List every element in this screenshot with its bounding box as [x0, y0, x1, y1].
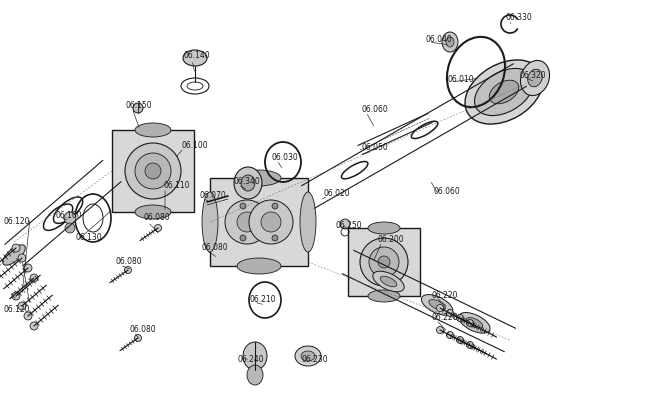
Text: 06.100: 06.100: [182, 140, 208, 150]
Circle shape: [133, 103, 143, 113]
Ellipse shape: [465, 60, 543, 124]
Text: 06.340: 06.340: [234, 178, 261, 186]
Circle shape: [18, 302, 26, 310]
Text: 06.200: 06.200: [378, 236, 405, 244]
Ellipse shape: [380, 276, 397, 287]
Ellipse shape: [234, 167, 262, 199]
Circle shape: [154, 224, 161, 232]
Circle shape: [261, 212, 281, 232]
Circle shape: [24, 264, 32, 272]
Circle shape: [340, 219, 350, 229]
Circle shape: [456, 314, 464, 322]
Circle shape: [135, 153, 171, 189]
Ellipse shape: [300, 192, 316, 252]
Text: 06.010: 06.010: [447, 76, 474, 84]
Bar: [210, 178, 308, 266]
Ellipse shape: [3, 245, 25, 265]
Circle shape: [145, 163, 161, 179]
Circle shape: [240, 203, 246, 209]
Circle shape: [18, 254, 26, 262]
Circle shape: [437, 326, 443, 334]
Circle shape: [437, 304, 443, 312]
Circle shape: [30, 274, 38, 282]
Circle shape: [360, 238, 408, 286]
Text: 06.140: 06.140: [183, 50, 210, 60]
Text: 06.080: 06.080: [144, 214, 171, 222]
Circle shape: [65, 223, 75, 233]
Circle shape: [135, 334, 141, 342]
Ellipse shape: [459, 312, 490, 333]
Circle shape: [447, 310, 454, 316]
Circle shape: [12, 292, 20, 300]
Text: 06.110: 06.110: [163, 180, 189, 190]
Ellipse shape: [295, 346, 321, 366]
Text: 06.040: 06.040: [425, 36, 452, 44]
Ellipse shape: [237, 258, 281, 274]
Bar: [112, 130, 194, 212]
Circle shape: [64, 212, 76, 224]
Circle shape: [369, 247, 399, 277]
Ellipse shape: [135, 205, 171, 219]
Text: 06.220: 06.220: [432, 290, 458, 300]
Ellipse shape: [490, 80, 519, 104]
Text: 06.080: 06.080: [116, 258, 143, 266]
Circle shape: [125, 143, 181, 199]
Circle shape: [249, 200, 293, 244]
Text: 06.130: 06.130: [75, 234, 102, 242]
Circle shape: [225, 200, 269, 244]
Ellipse shape: [466, 318, 482, 328]
Circle shape: [467, 342, 473, 348]
Circle shape: [237, 212, 257, 232]
Text: 06.080: 06.080: [202, 244, 229, 252]
Ellipse shape: [368, 290, 400, 302]
Text: 06.020: 06.020: [324, 190, 351, 198]
Ellipse shape: [421, 294, 453, 315]
Text: 06.320: 06.320: [520, 70, 547, 80]
Text: 06.120: 06.120: [4, 218, 31, 226]
Ellipse shape: [237, 170, 281, 186]
Text: 06.250: 06.250: [336, 220, 363, 230]
Ellipse shape: [528, 69, 542, 87]
Circle shape: [124, 266, 132, 274]
Ellipse shape: [429, 300, 445, 310]
Circle shape: [30, 322, 38, 330]
Ellipse shape: [135, 123, 171, 137]
Text: 06.060: 06.060: [362, 106, 389, 114]
Bar: [348, 228, 420, 296]
Ellipse shape: [243, 342, 267, 370]
Ellipse shape: [446, 37, 454, 47]
Text: 06.240: 06.240: [238, 356, 264, 364]
Text: 06.070: 06.070: [199, 192, 226, 200]
Circle shape: [24, 312, 32, 320]
Circle shape: [272, 235, 278, 241]
Circle shape: [12, 244, 20, 252]
Ellipse shape: [301, 351, 315, 361]
Circle shape: [272, 203, 278, 209]
Text: 06.080: 06.080: [130, 326, 157, 334]
Text: 06.160: 06.160: [56, 210, 83, 220]
Text: 06.030: 06.030: [272, 154, 299, 162]
Circle shape: [456, 336, 464, 344]
Text: 06.060: 06.060: [434, 188, 461, 196]
Ellipse shape: [241, 175, 255, 191]
Ellipse shape: [521, 60, 549, 96]
Text: 06.220: 06.220: [432, 314, 458, 322]
Ellipse shape: [247, 365, 263, 385]
Text: 06.120: 06.120: [4, 306, 31, 314]
Circle shape: [467, 320, 473, 326]
Ellipse shape: [368, 222, 400, 234]
Text: 06.210: 06.210: [250, 296, 277, 304]
Text: 06.330: 06.330: [505, 14, 532, 22]
Ellipse shape: [475, 68, 533, 116]
Text: 06.230: 06.230: [302, 356, 329, 364]
Ellipse shape: [442, 32, 458, 52]
Ellipse shape: [183, 50, 207, 66]
Text: 06.150: 06.150: [126, 100, 152, 110]
Circle shape: [240, 235, 246, 241]
Circle shape: [378, 256, 390, 268]
Text: 06.050: 06.050: [362, 144, 389, 152]
Ellipse shape: [202, 192, 218, 252]
Circle shape: [447, 332, 454, 338]
Ellipse shape: [373, 271, 404, 292]
